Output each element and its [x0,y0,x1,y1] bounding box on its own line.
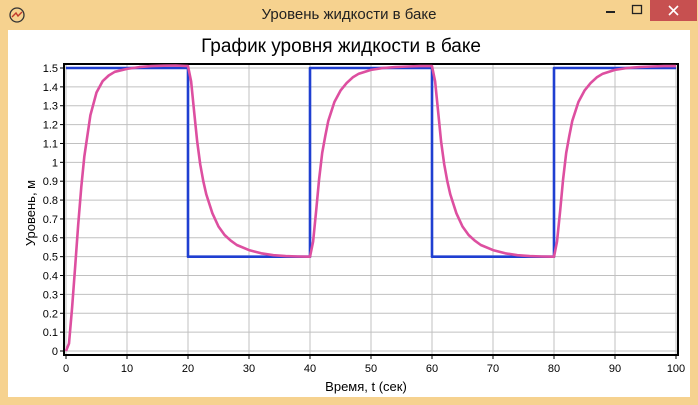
x-axis-ticks: 0 10 20 30 40 50 60 70 80 90 100 [63,355,685,375]
y-tick-label: 0.6 [43,233,58,245]
minimize-icon [606,11,615,13]
close-button[interactable] [650,0,697,21]
x-tick-label: 70 [487,363,499,375]
y-tick-label: 0.4 [43,271,58,283]
window-title: Уровень жидкости в баке [261,6,437,23]
y-tick-label: 1.2 [43,120,58,132]
chart-series [64,64,676,352]
maximize-icon [631,4,643,15]
y-tick-label: 0.7 [43,214,58,226]
close-icon [668,5,679,16]
y-tick-label: 0.5 [43,252,58,264]
y-tick-label: 0.1 [43,327,58,339]
x-tick-label: 20 [182,363,194,375]
x-tick-label: 100 [667,363,685,375]
y-tick-label: 0.2 [43,308,58,320]
maximize-button[interactable] [624,0,650,21]
x-tick-label: 50 [365,363,377,375]
y-tick-label: 0.3 [43,289,58,301]
series-line-1 [66,66,676,258]
x-tick-label: 60 [426,363,438,375]
y-tick-label: 0.9 [43,176,58,188]
y-tick-label: 0 [52,346,58,358]
x-tick-label: 0 [63,363,69,375]
y-tick-label: 0.8 [43,195,58,207]
x-tick-label: 40 [304,363,316,375]
chart-grid [64,64,678,355]
y-tick-label: 1.4 [43,82,58,94]
y-tick-label: 1.1 [43,138,58,150]
series-line-2 [64,64,676,352]
x-axis-label: Время, t (сек) [325,379,407,394]
y-tick-label: 1.3 [43,101,58,113]
y-axis-label: Уровень, м [23,180,38,246]
y-tick-label: 1 [52,157,58,169]
x-tick-label: 10 [121,363,133,375]
x-tick-label: 80 [548,363,560,375]
chart: График уровня жидкости в баке 0 10 20 30 40 5… [23,36,685,394]
y-axis-ticks: 0 0.1 0.2 0.3 0.4 0.5 0.6 0.7 0.8 0.9 1 1.1 1.2 1.3 1.… [43,63,64,358]
title-bar[interactable]: Уровень жидкости в баке [0,0,698,30]
x-tick-label: 30 [243,363,255,375]
app-logo-icon [9,7,25,23]
y-tick-label: 1.5 [43,63,58,75]
chart-title: График уровня жидкости в баке [201,36,481,57]
x-tick-label: 90 [609,363,621,375]
minimize-button[interactable] [597,0,624,21]
chart-area: График уровня жидкости в баке 0 10 20 30 40 5… [8,30,690,397]
